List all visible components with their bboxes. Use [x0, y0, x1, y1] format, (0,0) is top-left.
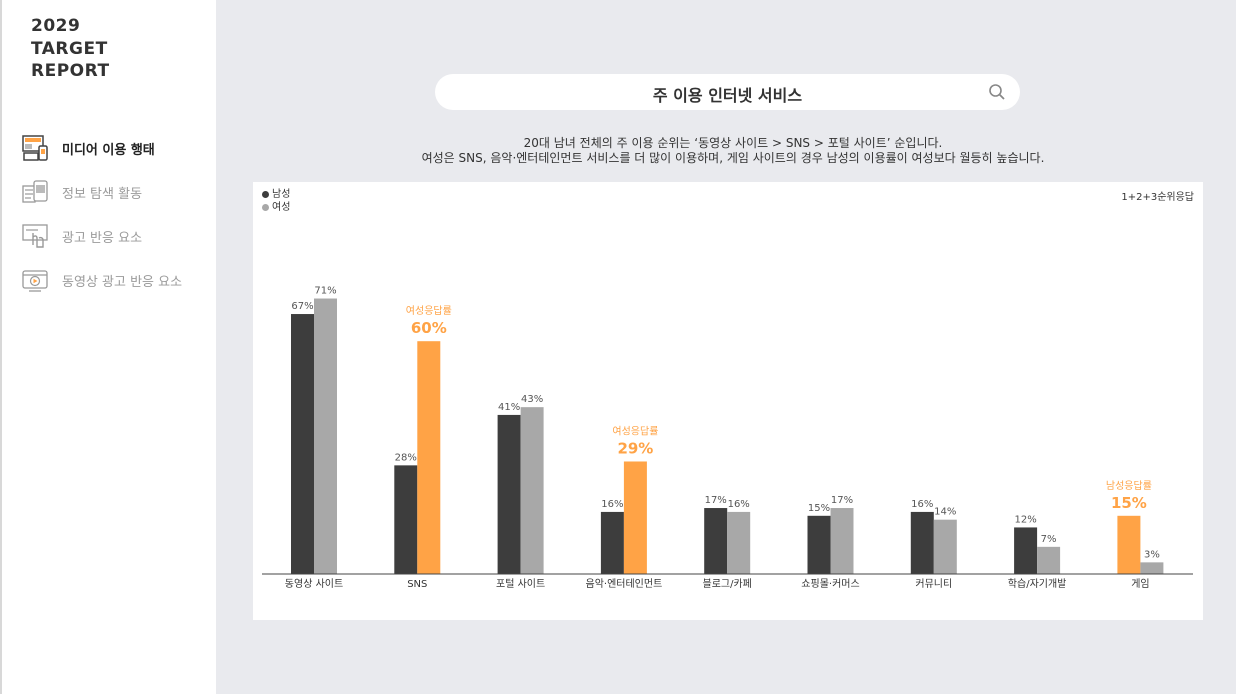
bar-male-1 [394, 465, 418, 574]
legend-item-female: 여성 [262, 201, 290, 214]
category-label-7: 학습/자기개발 [1008, 578, 1067, 590]
legend-label-male: 남성 [272, 189, 291, 200]
value-label-female-8: 3% [1144, 549, 1160, 560]
media-usage-icon [20, 133, 50, 163]
sidebar-item-video-ad[interactable]: 동영상 광고 반응 요소 [20, 258, 182, 302]
bar-female-6 [933, 519, 957, 574]
highlight-caption-1: 여성응답률 [612, 425, 658, 437]
bar-chart: 67%71% 동영상 사이트 28% 여성응답률 60% SNS 41%43% 포털 사이트 1… [262, 286, 1193, 590]
value-label-male-3: 16% [601, 499, 623, 510]
bar-male-2 [497, 414, 521, 574]
bar-male-0 [291, 314, 314, 574]
value-label-female-4: 16% [728, 499, 750, 510]
highlight-value-1: 29% [617, 439, 653, 457]
value-label-female-6: 14% [934, 507, 956, 518]
ad-response-icon [20, 221, 50, 251]
highlight-value-2: 15% [1111, 494, 1147, 512]
legend-swatch-male [262, 191, 269, 198]
chart-description-line-1: 20대 남녀 전체의 주 이용 순위는 ‘동영상 사이트 > SNS > 포털 … [523, 136, 943, 150]
chart-description-line-2: 여성은 SNS, 음악·엔터테인먼트 서비스를 더 많이 이용하며, 게임 사이… [421, 151, 1045, 165]
bar-female-4 [727, 511, 751, 574]
bar-female-8 [1140, 562, 1164, 574]
category-label-1: SNS [407, 579, 427, 590]
legend-label-female: 여성 [272, 202, 291, 213]
bar-male-5 [807, 515, 831, 574]
sidebar-item-media-usage[interactable]: 미디어 이용 행태 [20, 126, 182, 170]
sidebar-item-label: 정보 탐색 활동 [62, 186, 143, 202]
value-label-male-7: 12% [1014, 514, 1036, 525]
sidebar-item-label: 광고 반응 요소 [62, 230, 143, 246]
search-query[interactable]: 주 이용 인터넷 서비스 [652, 86, 803, 105]
legend-swatch-female [262, 204, 269, 211]
value-label-male-2: 41% [498, 402, 520, 413]
brand-line-3: REPORT [31, 61, 110, 81]
value-label-female-2: 43% [521, 394, 543, 405]
bar-female-3 [623, 461, 647, 574]
sidebar: 2029 TARGET REPORT 미디어 이용 행태 [0, 0, 216, 694]
highlight-value-0: 60% [411, 319, 447, 337]
chart-legend: 남성 여성 [262, 188, 290, 214]
sidebar-item-label: 동영상 광고 반응 요소 [62, 274, 183, 290]
category-label-6: 커뮤니티 [915, 578, 952, 590]
info-search-icon [20, 177, 50, 207]
sidebar-item-ad-response[interactable]: 광고 반응 요소 [20, 214, 182, 258]
highlight-caption-2: 남성응답률 [1106, 480, 1152, 492]
bar-female-0 [314, 298, 337, 574]
bar-male-4 [704, 508, 728, 574]
brand-logo[interactable]: 2029 TARGET REPORT [31, 15, 110, 83]
value-label-male-1: 28% [395, 452, 417, 463]
category-label-0: 동영상 사이트 [285, 578, 343, 590]
value-label-male-0: 67% [291, 301, 313, 312]
bar-male-8 [1117, 515, 1141, 574]
brand-line-1: 2029 [31, 16, 81, 36]
category-label-3: 음악·엔터테인먼트 [586, 578, 663, 590]
value-label-female-5: 17% [831, 495, 853, 506]
sidebar-item-label: 미디어 이용 행태 [62, 142, 155, 158]
bar-male-7 [1014, 527, 1038, 574]
legend-item-male: 남성 [262, 188, 290, 201]
video-ad-icon [20, 265, 50, 295]
bar-male-6 [910, 511, 934, 574]
category-label-2: 포털 사이트 [496, 578, 545, 590]
bar-male-3 [600, 511, 624, 574]
category-label-8: 게임 [1131, 577, 1149, 590]
sidebar-nav: 미디어 이용 행태 정보 탐색 활동 [20, 126, 182, 302]
search-bar[interactable]: 주 이용 인터넷 서비스 [435, 74, 1020, 110]
bar-female-2 [520, 407, 544, 574]
search-icon[interactable] [988, 83, 1006, 101]
sidebar-item-info-search[interactable]: 정보 탐색 활동 [20, 170, 182, 214]
chart-panel: 67% 71% 동영상 사이트 28% 여성응답률 60% SNS 41% 43% 포털 사이트 1… [253, 182, 1203, 620]
bar-female-1 [417, 341, 441, 574]
value-label-male-6: 16% [911, 499, 933, 510]
category-label-4: 블로그/카페 [703, 578, 752, 590]
value-label-female-0: 71% [314, 286, 336, 297]
brand-line-2: TARGET [31, 38, 108, 59]
response-basis-note: 1+2+3순위응답 [1121, 192, 1194, 203]
value-label-male-5: 15% [808, 503, 830, 514]
category-label-5: 쇼핑몰·커머스 [801, 578, 859, 590]
bar-female-5 [830, 508, 854, 574]
bar-female-7 [1037, 546, 1061, 574]
value-label-male-4: 17% [705, 495, 727, 506]
value-label-female-7: 7% [1041, 534, 1057, 545]
highlight-caption-0: 여성응답률 [406, 305, 452, 317]
